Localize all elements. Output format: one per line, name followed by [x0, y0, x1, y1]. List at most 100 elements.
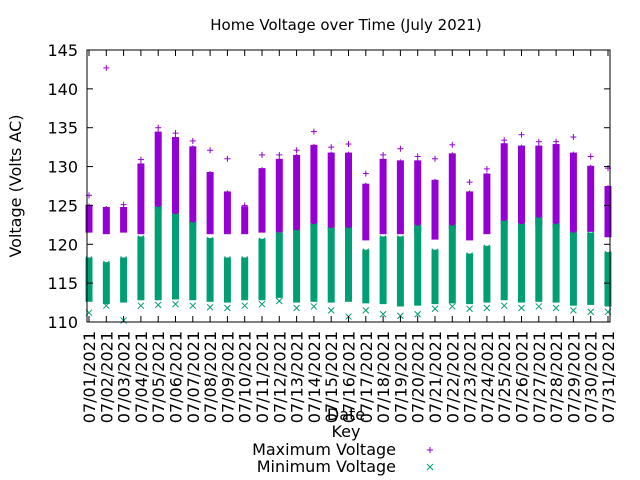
- data-band: [569, 232, 577, 306]
- data-point: [345, 141, 352, 148]
- data-band: [102, 262, 110, 305]
- data-point: [276, 162, 283, 169]
- y-tick-label: 110: [47, 313, 78, 332]
- data-point: [466, 179, 473, 186]
- x-tick-label: 07/29/2021: [564, 331, 583, 423]
- data-point: [224, 304, 231, 312]
- legend-label-maximum-voltage: Maximum Voltage: [252, 440, 396, 459]
- data-point: [259, 171, 265, 178]
- data-band: [552, 144, 560, 228]
- data-point: [155, 135, 162, 141]
- data-band: [275, 158, 283, 233]
- data-point: [483, 248, 491, 256]
- data-point: [449, 141, 456, 148]
- data-band: [396, 160, 404, 235]
- data-point: [258, 239, 266, 247]
- x-tick-label: 07/05/2021: [149, 331, 168, 423]
- data-point: [154, 301, 162, 309]
- x-tick-label: 07/02/2021: [97, 331, 116, 423]
- data-band: [431, 249, 439, 305]
- data-point: [466, 256, 473, 264]
- data-point: [535, 148, 542, 155]
- data-point: [518, 224, 525, 232]
- x-axis-label: Date: [327, 405, 365, 424]
- data-point: [327, 231, 335, 238]
- data-band: [396, 236, 404, 307]
- data-band: [310, 144, 318, 227]
- data-point: [397, 163, 404, 170]
- series-maximum-voltage: [85, 64, 612, 241]
- data-point: [275, 233, 283, 241]
- data-point: [241, 209, 248, 216]
- y-tick-label: 145: [47, 41, 78, 60]
- data-point: [102, 265, 110, 272]
- data-point: [362, 250, 370, 258]
- data-point: [500, 221, 508, 229]
- data-point: [380, 162, 387, 169]
- x-tick-label: 07/31/2021: [599, 331, 618, 423]
- data-point: [224, 258, 231, 266]
- data-point: [501, 146, 508, 153]
- data-point: [431, 250, 439, 258]
- data-point: [483, 176, 490, 183]
- data-point: [224, 155, 231, 162]
- data-point: [293, 158, 300, 165]
- legend-title: Key: [331, 422, 360, 441]
- data-point: [310, 227, 318, 234]
- data-band: [154, 131, 162, 210]
- data-point: [103, 64, 110, 71]
- data-point: [570, 235, 577, 243]
- data-band: [310, 224, 318, 302]
- data-band: [85, 204, 93, 233]
- data-band: [137, 236, 145, 301]
- data-band: [241, 257, 249, 301]
- data-band: [189, 222, 197, 301]
- x-tick-label: 07/12/2021: [270, 331, 289, 423]
- data-point: [570, 306, 577, 314]
- cross-icon: [426, 463, 434, 471]
- data-band: [223, 191, 231, 235]
- data-point: [206, 303, 214, 311]
- y-tick-label: 125: [47, 196, 78, 215]
- data-point: [120, 210, 127, 217]
- data-band: [535, 217, 543, 302]
- data-point: [310, 148, 317, 155]
- data-point: [224, 260, 231, 268]
- data-band: [552, 224, 560, 303]
- data-band: [518, 224, 525, 303]
- data-band: [154, 206, 162, 301]
- data-band: [137, 163, 145, 235]
- data-point: [137, 239, 145, 247]
- x-tick-label: 07/28/2021: [547, 331, 566, 423]
- data-band: [345, 227, 352, 302]
- plus-icon: [427, 447, 433, 453]
- data-point: [120, 258, 127, 266]
- data-point: [379, 239, 387, 247]
- y-tick-label: 140: [47, 80, 78, 99]
- x-tick-label: 07/16/2021: [340, 331, 359, 423]
- data-point: [154, 207, 162, 215]
- data-band: [362, 249, 370, 304]
- data-point: [207, 147, 214, 154]
- data-point: [380, 151, 387, 158]
- x-tick-label: 07/26/2021: [513, 331, 532, 423]
- data-point: [120, 260, 127, 268]
- data-point: [172, 217, 179, 224]
- data-point: [259, 151, 265, 158]
- data-point: [293, 304, 300, 312]
- data-point: [466, 305, 473, 313]
- data-point: [553, 147, 560, 154]
- chart-title: Home Voltage over Time (July 2021): [210, 16, 481, 34]
- data-band: [500, 143, 508, 225]
- data-point: [328, 155, 335, 162]
- data-point: [448, 303, 456, 310]
- x-tick-label: 07/14/2021: [305, 331, 324, 423]
- x-tick-label: 07/04/2021: [132, 331, 151, 423]
- data-point: [448, 226, 456, 234]
- data-band: [414, 160, 422, 233]
- data-point: [362, 187, 369, 194]
- data-point: [172, 300, 179, 308]
- x-tick-label: 07/11/2021: [253, 331, 272, 423]
- data-point: [172, 140, 179, 147]
- data-band: [206, 172, 214, 235]
